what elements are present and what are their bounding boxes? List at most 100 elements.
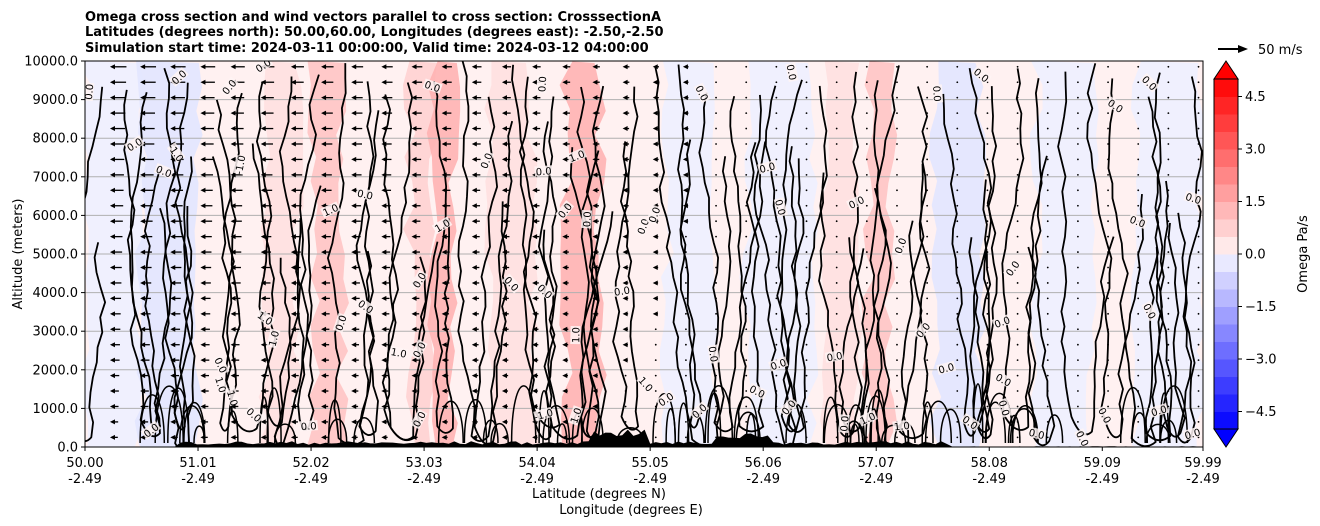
wind-vector xyxy=(715,96,717,99)
wind-vector xyxy=(805,127,808,130)
wind-vector xyxy=(805,405,808,408)
wind-vector-head xyxy=(140,403,146,409)
wind-vector xyxy=(926,65,929,68)
wind-vector xyxy=(1167,158,1170,161)
wind-vector-head xyxy=(501,156,507,162)
low-contour-loop-24 xyxy=(1119,386,1146,444)
contour-label-27: 0.0 xyxy=(772,197,788,218)
wind-vector-head xyxy=(592,373,598,379)
wind-vector-head xyxy=(230,234,236,240)
low-contour-loop-20 xyxy=(665,408,676,444)
contour-label-74: 0.0 xyxy=(1073,428,1092,447)
wind-vector xyxy=(745,158,748,161)
wind-vector xyxy=(1137,312,1140,315)
wind-vector xyxy=(1046,359,1049,362)
wind-vector-head xyxy=(622,234,628,240)
wind-vector-head xyxy=(592,156,598,162)
wind-vector xyxy=(805,312,808,315)
wind-vector xyxy=(1137,297,1140,300)
wind-vector xyxy=(896,235,898,238)
low-contour-loop-7 xyxy=(921,401,934,444)
wind-vector xyxy=(1107,173,1109,176)
wind-vector xyxy=(715,282,717,284)
wind-vector-head xyxy=(170,326,176,332)
contour-label-69: -1.0 xyxy=(533,406,555,424)
wind-vector-head xyxy=(290,373,296,379)
contour-label-75: 0.0 xyxy=(1182,426,1203,442)
wind-vector xyxy=(1046,390,1049,392)
wind-vector xyxy=(1107,297,1109,300)
wind-vector-head xyxy=(532,234,538,240)
wind-vector-head xyxy=(109,79,115,85)
wind-vector-head xyxy=(411,373,417,379)
wind-vector-head xyxy=(381,218,387,224)
wind-vector xyxy=(956,158,959,161)
wind-vector xyxy=(986,312,989,315)
y-tick-label-4: 4000.0 xyxy=(33,286,79,301)
wind-vector xyxy=(896,127,898,130)
wind-vector xyxy=(1077,173,1079,176)
wind-vector-head xyxy=(200,64,206,70)
wind-vector xyxy=(1197,328,1200,331)
wind-vector-head xyxy=(411,126,417,132)
wind-vector xyxy=(1016,81,1019,84)
wind-vector xyxy=(1016,297,1019,300)
contour-line-28 xyxy=(764,85,805,433)
wind-vector xyxy=(986,158,989,161)
wind-vector-head xyxy=(260,141,266,147)
wind-vector-head xyxy=(351,141,357,147)
wind-vector-head xyxy=(200,110,206,116)
wind-vector-head xyxy=(562,311,568,317)
omega-contours xyxy=(85,61,1203,447)
wind-vector-head xyxy=(170,265,176,271)
wind-vector-head xyxy=(532,434,538,440)
wind-vector-head xyxy=(562,342,568,348)
wind-vector-head xyxy=(532,126,538,132)
colorbar-level-17 xyxy=(1214,114,1238,132)
wind-key-arrow-icon xyxy=(1238,45,1248,53)
wind-vector-head xyxy=(260,388,266,394)
wind-vector xyxy=(1077,65,1079,68)
wind-vector xyxy=(986,374,989,377)
low-contour-loop-39 xyxy=(179,405,205,444)
wind-vector-head xyxy=(441,419,447,425)
wind-vector xyxy=(775,220,778,223)
wind-vector xyxy=(1197,81,1200,84)
wind-vector xyxy=(1016,235,1019,238)
low-contour-loop-53 xyxy=(677,402,690,444)
wind-vector xyxy=(926,96,929,99)
wind-vector-head xyxy=(381,141,387,147)
wind-vector xyxy=(1016,143,1019,145)
wind-vector xyxy=(926,266,929,269)
contour-label-41: 1.0 xyxy=(388,345,409,361)
wind-vector xyxy=(956,421,959,423)
wind-vector xyxy=(896,374,898,377)
wind-vector-head xyxy=(652,110,658,116)
wind-vector xyxy=(715,421,717,423)
wind-vector-head xyxy=(441,311,447,317)
wind-vector xyxy=(1197,297,1200,300)
wind-vector-head xyxy=(682,95,688,101)
wind-vector xyxy=(956,127,959,130)
wind-vector xyxy=(805,421,808,423)
wind-vector xyxy=(1137,405,1140,408)
wind-vector-head xyxy=(260,265,266,271)
wind-vector xyxy=(1197,235,1200,238)
wind-vector-head xyxy=(532,403,538,409)
wind-vector xyxy=(956,220,959,223)
x-tick-lon-4: -2.49 xyxy=(520,472,554,487)
wind-vector-head xyxy=(351,64,357,70)
wind-vector-head xyxy=(170,295,176,301)
wind-vector xyxy=(805,282,808,284)
wind-vector-head xyxy=(351,357,357,363)
wind-vector xyxy=(1107,359,1109,362)
wind-vector xyxy=(1167,204,1170,207)
y-tick-label-1: 1000.0 xyxy=(33,402,79,417)
wind-vector-head xyxy=(351,218,357,224)
contour-label-text-72: 0.0 xyxy=(839,415,851,432)
wind-vector xyxy=(1077,312,1079,315)
wind-vector-head xyxy=(260,295,266,301)
wind-vector-head xyxy=(562,373,568,379)
wind-vector-head xyxy=(411,295,417,301)
wind-vector xyxy=(835,328,838,331)
